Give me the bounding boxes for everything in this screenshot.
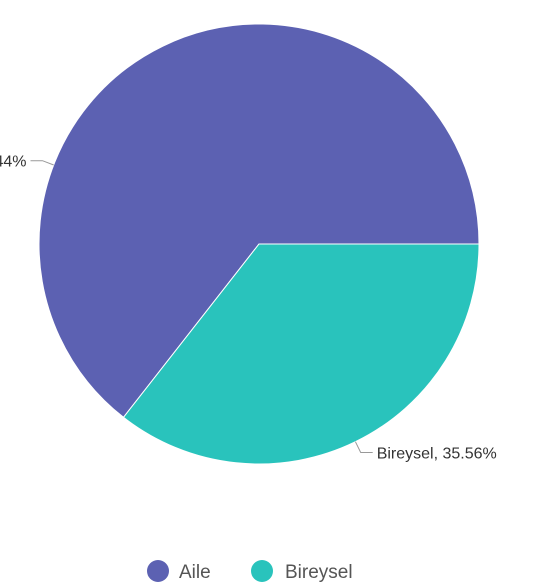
legend-item-bireysel[interactable]: Bireysel (251, 560, 353, 583)
leader-line-bireysel (354, 441, 373, 453)
leader-line-aile (30, 160, 54, 166)
legend-label-aile: Aile (179, 562, 211, 583)
data-label-bireysel: Bireysel, 35.56% (377, 446, 497, 463)
legend-marker-aile (147, 560, 169, 582)
data-label-aile: Aile, 64.44% (0, 154, 27, 171)
legend-marker-bireysel (251, 560, 273, 582)
pie-slices (38, 23, 480, 465)
legend-label-bireysel: Bireysel (285, 562, 353, 583)
legend: Aile Bireysel (147, 560, 353, 583)
legend-item-aile[interactable]: Aile (147, 560, 211, 583)
pie-leader-lines (30, 160, 373, 453)
pie-slice-aile[interactable] (38, 23, 480, 419)
